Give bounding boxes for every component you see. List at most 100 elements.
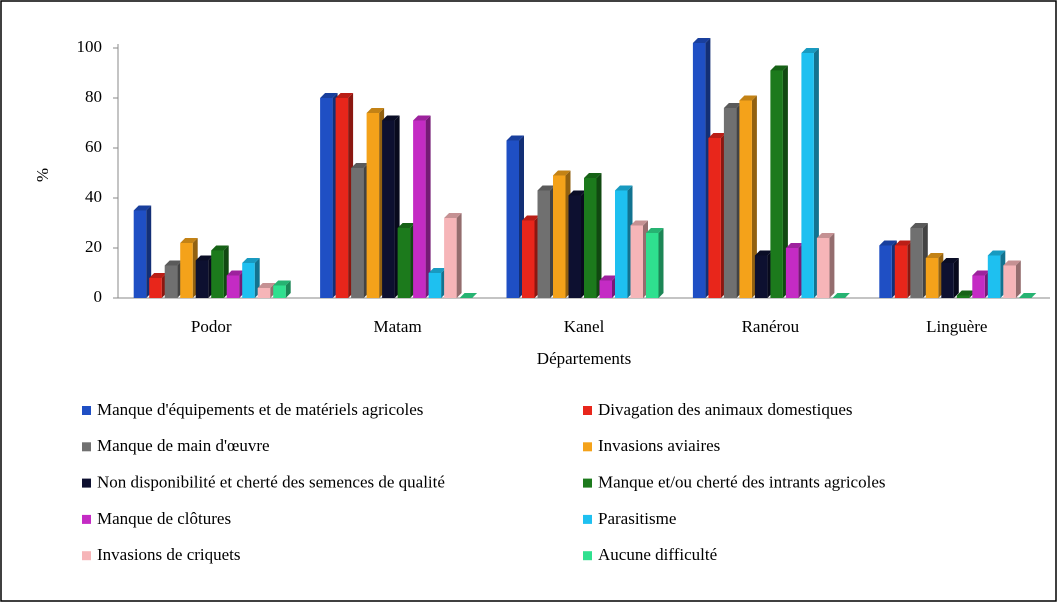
bar-top — [164, 260, 183, 266]
legend-label: Non disponibilité et cherté des semences… — [97, 473, 445, 492]
bar-top — [226, 270, 245, 276]
bar — [723, 108, 737, 298]
bar-top — [133, 205, 152, 211]
bar-top — [584, 173, 602, 178]
x-tick-label: Linguère — [926, 317, 987, 336]
legend-label: Parasitisme — [598, 509, 676, 528]
bar-top — [195, 255, 214, 261]
y-tick-label: 0 — [94, 287, 103, 306]
bar-top — [1018, 293, 1037, 298]
bar-top — [941, 258, 959, 263]
bar — [754, 255, 768, 298]
y-axis-label: % — [33, 168, 52, 182]
y-tick-label: 100 — [77, 37, 103, 56]
bar-top — [149, 273, 167, 278]
x-tick-label: Kanel — [564, 317, 605, 336]
legend-label: Manque de main d'œuvre — [97, 436, 270, 455]
bar — [226, 275, 240, 298]
bar-top — [894, 240, 913, 246]
bar — [708, 138, 721, 298]
legend-label: Manque d'équipements et de matériels agr… — [97, 400, 423, 419]
bar-top — [723, 103, 742, 108]
bar-top — [692, 38, 711, 43]
bar-side — [596, 173, 602, 298]
x-axis-label: Départements — [537, 349, 631, 368]
legend-label: Divagation des animaux domestiques — [598, 400, 852, 419]
bar — [894, 245, 908, 298]
x-tick-label: Ranérou — [742, 317, 800, 336]
bar — [149, 278, 162, 298]
bar-top — [801, 48, 819, 53]
bar-top — [335, 93, 354, 98]
y-tick-label: 40 — [85, 187, 102, 206]
bar — [599, 280, 612, 298]
legend-swatch — [583, 478, 592, 488]
legend-swatch — [583, 406, 592, 415]
bar-top — [397, 223, 416, 228]
bar — [444, 218, 457, 298]
y-tick-label: 20 — [85, 237, 102, 256]
x-tick-label: Podor — [191, 317, 232, 336]
bar — [180, 243, 193, 298]
bar — [522, 220, 535, 298]
bar-top — [832, 293, 850, 298]
bar-side — [813, 48, 819, 298]
bar-top — [615, 185, 633, 191]
bar — [351, 168, 364, 298]
bar-top — [646, 228, 664, 233]
bar — [568, 195, 581, 298]
bar — [366, 113, 380, 298]
bar-side — [456, 213, 462, 298]
bar — [164, 265, 178, 298]
bar-top — [211, 245, 229, 251]
legend-label: Manque de clôtures — [97, 509, 231, 528]
bar — [801, 53, 814, 298]
bar-top — [273, 280, 291, 286]
legend-swatch — [583, 551, 592, 561]
bar-top — [754, 250, 773, 256]
bar-side — [1015, 260, 1021, 298]
bar-top — [506, 135, 524, 141]
bar-top — [739, 95, 757, 101]
bar-top — [910, 223, 928, 228]
bar-top — [925, 253, 944, 258]
legend-label: Aucune difficulté — [598, 545, 717, 564]
bar — [739, 100, 752, 298]
bar — [1003, 265, 1016, 298]
bar-top — [382, 115, 400, 121]
bar — [257, 288, 271, 298]
bar-top — [180, 238, 198, 243]
bar-top — [816, 233, 835, 238]
bar-top — [257, 283, 276, 288]
legend-label: Invasions de criquets — [97, 545, 241, 564]
bar — [553, 175, 566, 298]
bar — [382, 120, 395, 298]
legend-swatch — [583, 442, 592, 452]
bar — [273, 285, 286, 298]
bar — [584, 178, 597, 298]
bar-top — [320, 93, 338, 98]
bar-top — [770, 65, 788, 71]
bar — [335, 98, 349, 298]
bar — [956, 295, 970, 298]
bar-top — [785, 243, 804, 248]
legend-swatch — [82, 478, 91, 488]
bar-top — [987, 250, 1006, 256]
bar — [195, 260, 209, 298]
bar — [879, 245, 892, 298]
bar — [133, 210, 147, 298]
legend-swatch — [82, 551, 91, 561]
bar-top — [553, 170, 571, 176]
bar-side — [829, 233, 835, 298]
bar-top — [444, 213, 462, 218]
y-tick-label: 60 — [85, 137, 102, 156]
legend-swatch — [82, 442, 91, 452]
bar-top — [537, 185, 555, 191]
bar-side — [751, 95, 757, 298]
y-tick-label: 80 — [85, 87, 102, 106]
bar-side — [953, 258, 959, 298]
bar — [987, 255, 1001, 298]
bar-top — [568, 190, 586, 196]
